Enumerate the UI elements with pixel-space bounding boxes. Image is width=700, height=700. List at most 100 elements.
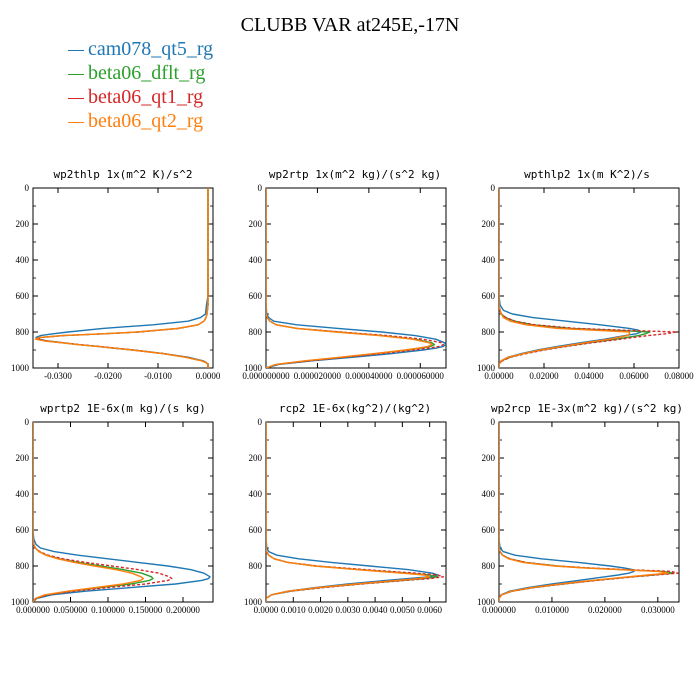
- y-tick-label: 800: [16, 327, 30, 337]
- x-tick-label: 0.000000: [16, 605, 50, 615]
- series-line-2: [33, 422, 173, 602]
- series-line-1: [36, 188, 209, 368]
- series-line-3: [266, 188, 433, 368]
- series-line-1: [266, 188, 436, 368]
- x-tick-label: 0.00000: [484, 371, 514, 381]
- y-tick-label: 200: [16, 453, 30, 463]
- series-line-2: [266, 188, 445, 368]
- y-tick-label: 800: [249, 327, 263, 337]
- legend-swatch: [68, 49, 84, 51]
- y-tick-label: 0: [258, 417, 263, 427]
- series-line-1: [266, 422, 439, 602]
- series-line-0: [33, 422, 211, 602]
- x-tick-label: 0.0050: [390, 605, 415, 615]
- y-tick-label: 0: [25, 183, 30, 193]
- y-tick-label: 0: [258, 183, 263, 193]
- legend-label: beta06_dflt_rg: [88, 62, 206, 84]
- x-tick-label: 0.06000: [619, 371, 649, 381]
- x-tick-label: 0.04000: [574, 371, 604, 381]
- x-tick-label: 0.0030: [335, 605, 360, 615]
- series-group: [33, 422, 211, 602]
- series-line-2: [499, 188, 678, 368]
- y-tick-label: 800: [16, 561, 30, 571]
- y-tick-label: 600: [482, 291, 496, 301]
- y-tick-label: 400: [16, 489, 30, 499]
- x-tick-label: 0.0060: [417, 605, 442, 615]
- x-tick-label: -0.0100: [144, 371, 172, 381]
- legend-item-beta06-qt2: beta06_qt2_rg: [68, 110, 213, 134]
- series-line-3: [499, 422, 670, 602]
- plot-frame: [32, 187, 214, 369]
- y-tick-label: 800: [482, 327, 496, 337]
- y-tick-label: 0: [25, 417, 30, 427]
- y-tick-label: 600: [16, 291, 30, 301]
- series-group: [499, 188, 678, 368]
- x-tick-label: 0.0000: [254, 605, 279, 615]
- y-tick-label: 400: [249, 255, 263, 265]
- y-tick-label: 1000: [11, 597, 30, 607]
- panel-title-wpthlp2: wpthlp2 1x(m K^2)/s: [524, 168, 650, 181]
- x-tick-label: 0.200000: [166, 605, 200, 615]
- x-tick-label: -0.0200: [94, 371, 122, 381]
- x-tick-label: 0.000000000: [242, 371, 290, 381]
- x-tick-label: -0.0300: [44, 371, 72, 381]
- legend-label: beta06_qt2_rg: [88, 110, 204, 132]
- series-group: [266, 422, 444, 602]
- panel-title-wprtp2: wprtp2 1E-6x(m kg)/(s kg): [40, 402, 206, 415]
- panel-title-wp2thlp: wp2thlp 1x(m^2 K)/s^2: [53, 168, 193, 181]
- y-tick-label: 400: [16, 255, 30, 265]
- series-line-3: [33, 422, 145, 602]
- y-tick-label: 400: [482, 489, 496, 499]
- y-tick-label: 1000: [477, 597, 496, 607]
- x-tick-label: 0.000020000: [294, 371, 342, 381]
- y-tick-label: 600: [249, 291, 263, 301]
- series-group: [499, 422, 679, 602]
- legend-label: cam078_qt5_rg: [88, 38, 214, 60]
- y-tick-label: 600: [482, 525, 496, 535]
- x-tick-label: 0.010000: [535, 605, 569, 615]
- legend-swatch: [68, 73, 84, 75]
- y-tick-label: 1000: [477, 363, 496, 373]
- panel-4: 0 200 400 600 800 10000.0000 0.0010 0.0020 0.003…: [244, 417, 447, 615]
- series-line-2: [37, 188, 209, 368]
- legend-item-beta06-qt1: beta06_qt1_rg: [68, 86, 213, 110]
- x-tick-label: 0.020000: [588, 605, 622, 615]
- y-tick-label: 1000: [244, 597, 263, 607]
- x-tick-label: 0.0040: [363, 605, 388, 615]
- panel-title-wp2rtp: wp2rtp 1x(m^2 kg)/(s^2 kg): [268, 168, 442, 181]
- panel-5: 0 200 400 600 800 10000.000000 0.010000 0.02000…: [477, 417, 680, 615]
- legend-label: beta06_qt1_rg: [88, 86, 204, 108]
- x-tick-label: 0.02000: [529, 371, 559, 381]
- y-tick-label: 200: [249, 219, 263, 229]
- x-tick-label: 0.050000: [54, 605, 88, 615]
- panel-title-wp2rcp: wp2rcp 1E-3x(m^2 kg)/(s^2 kg): [490, 402, 684, 415]
- y-tick-label: 0: [491, 417, 496, 427]
- series-group: [266, 188, 446, 368]
- x-tick-label: 0.000060000: [397, 371, 445, 381]
- x-tick-label: 0.0000: [196, 371, 221, 381]
- y-tick-label: 400: [249, 489, 263, 499]
- figure-title: CLUBB VAR at245E,-17N: [240, 14, 460, 36]
- panel-title-rcp2: rcp2 1E-6x(kg^2)/(kg^2): [278, 402, 432, 415]
- series-line-0: [499, 422, 635, 602]
- x-tick-label: 0.0020: [308, 605, 333, 615]
- panel-0: 0 200 400 600 800 1000 -0.0300 -0.0200 -0.0100 0.…: [11, 183, 221, 381]
- legend: cam078_qt5_rg beta06_dflt_rg beta06_qt1_…: [68, 38, 213, 134]
- y-tick-label: 400: [482, 255, 496, 265]
- y-tick-label: 600: [249, 525, 263, 535]
- series-line-3: [266, 422, 431, 602]
- panel-3: 0 200 400 600 800 10000.000000 0.050000 0.10000…: [11, 417, 214, 615]
- y-tick-label: 800: [249, 561, 263, 571]
- y-tick-label: 0: [491, 183, 496, 193]
- y-tick-label: 200: [482, 453, 496, 463]
- y-tick-label: 200: [16, 219, 30, 229]
- y-tick-label: 600: [16, 525, 30, 535]
- legend-swatch: [68, 121, 84, 123]
- panel-2: 0 200 400 600 800 10000.00000 0.02000 0.04000 0.…: [477, 183, 694, 381]
- y-tick-label: 800: [482, 561, 496, 571]
- legend-swatch: [68, 97, 84, 99]
- y-tick-label: 200: [482, 219, 496, 229]
- legend-item-cam078: cam078_qt5_rg: [68, 38, 213, 62]
